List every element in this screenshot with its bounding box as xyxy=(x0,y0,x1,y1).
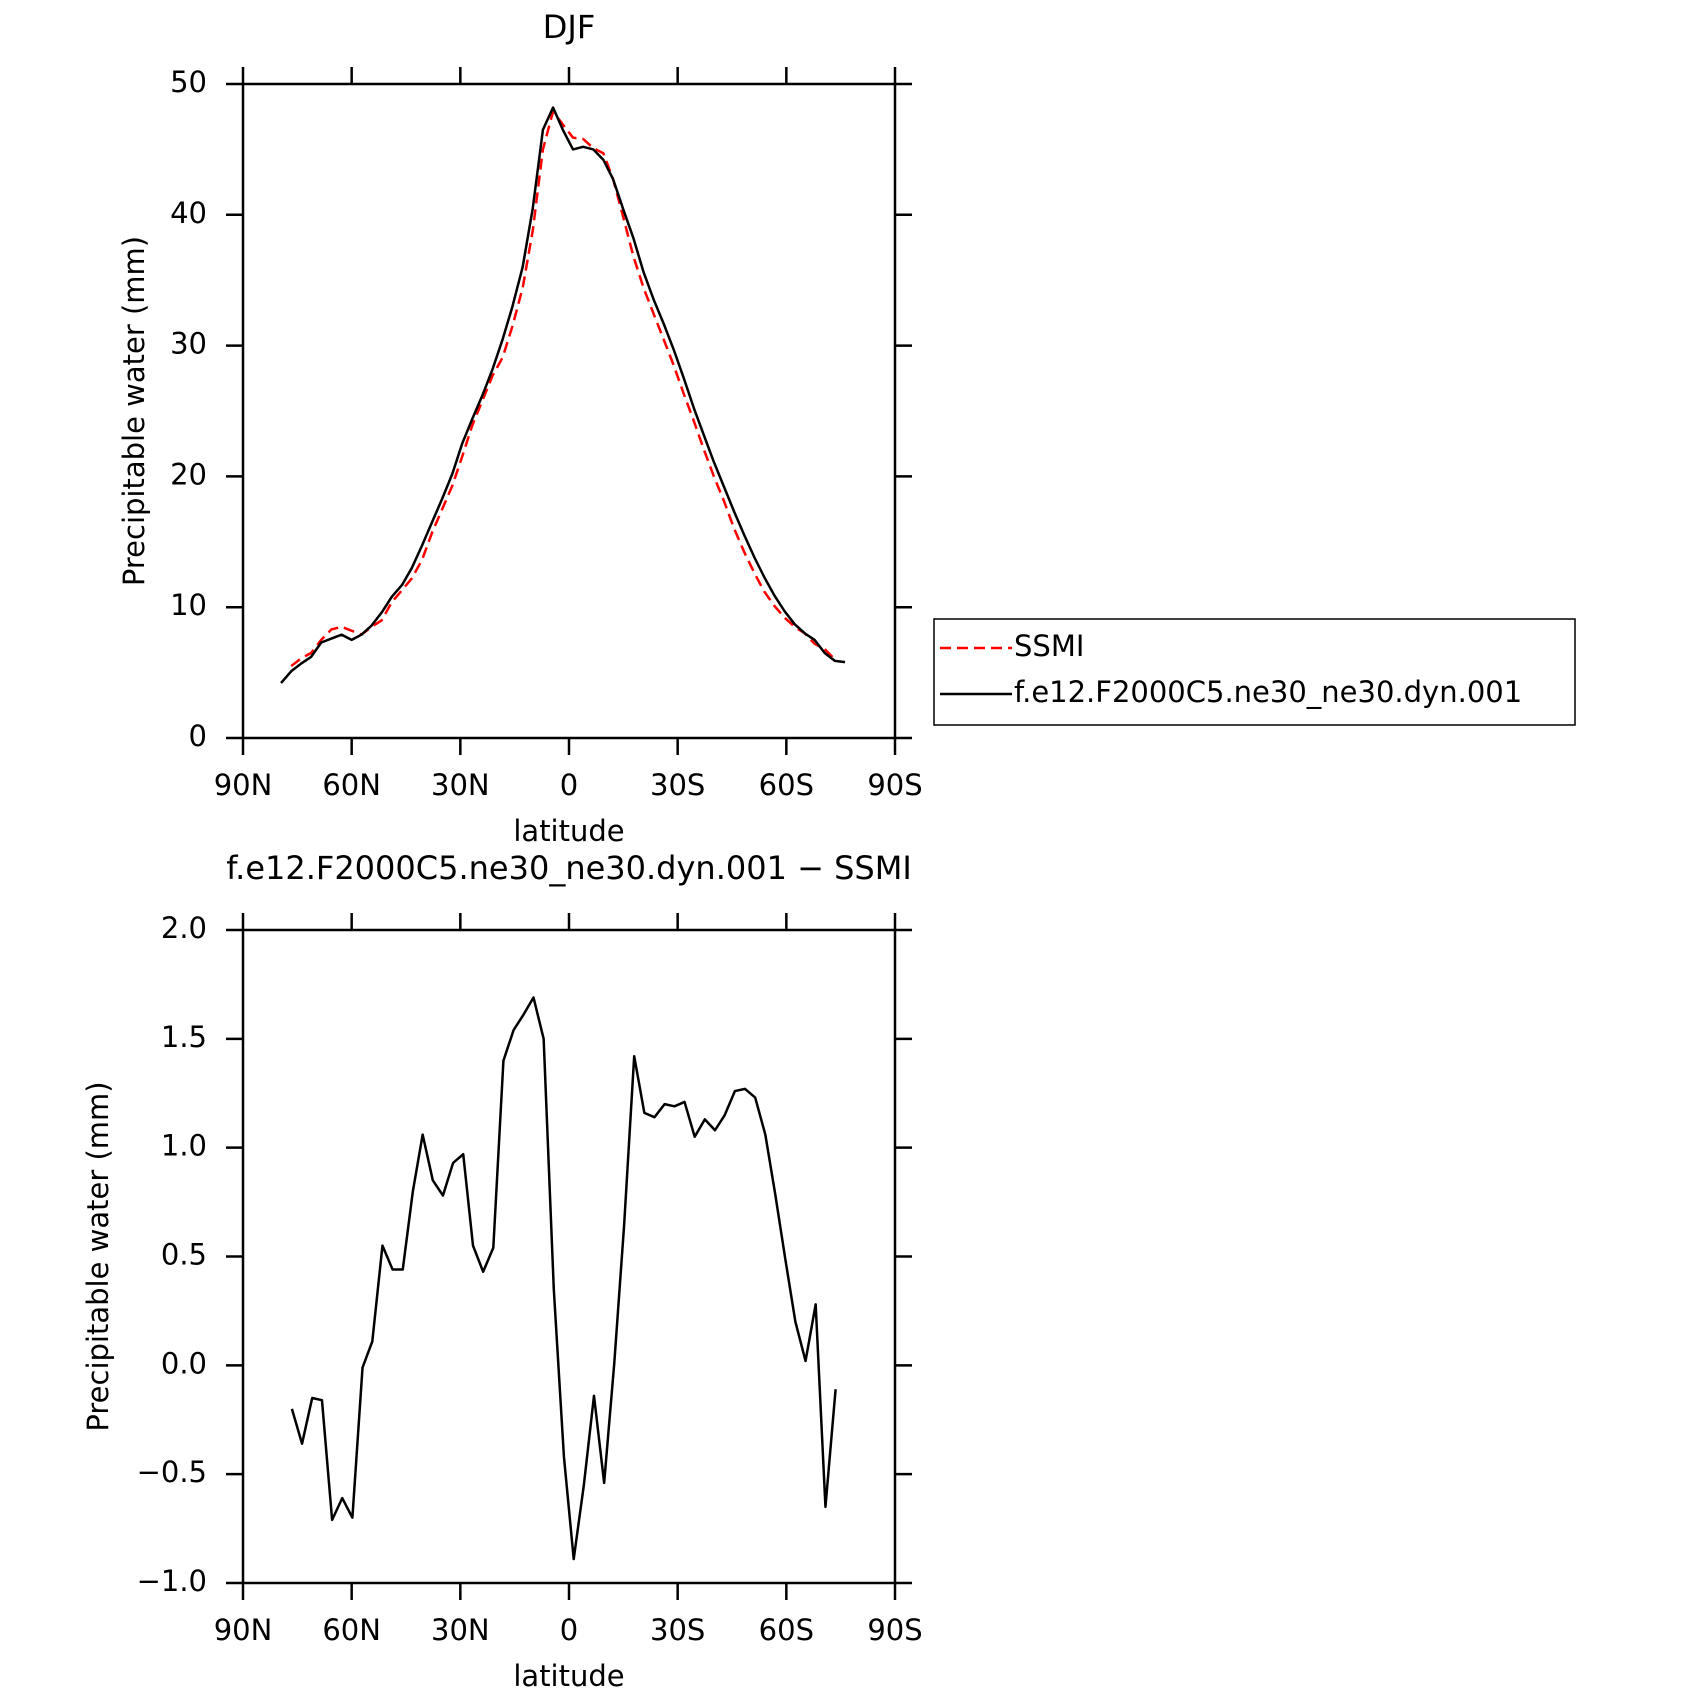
x-tick-label: 90S xyxy=(867,768,922,802)
x-tick-label: 30S xyxy=(650,1613,705,1647)
y-tick-label: 1.0 xyxy=(161,1129,207,1163)
plot: 0 10 20 30 40 50 90N 60N 30N 0 30S 60S 90S DJF latitud… xyxy=(117,8,1576,848)
x-tick-label: 60N xyxy=(322,768,381,802)
y-tick-label: −1.0 xyxy=(137,1564,207,1598)
x-tick-label: 0 xyxy=(560,1613,578,1647)
x-tick-label: 30N xyxy=(431,768,490,802)
y-tick-label: 20 xyxy=(170,457,207,491)
legend-label: f.e12.F2000C5.ne30_ne30.dyn.001 xyxy=(1014,675,1522,709)
y-axis-label: Precipitable water (mm) xyxy=(81,1081,115,1431)
data-line xyxy=(280,106,846,684)
legend-label: SSMI xyxy=(1014,629,1084,663)
chart-title: f.e12.F2000C5.ne30_ne30.dyn.001 − SSMI xyxy=(226,849,912,887)
y-tick-label: 40 xyxy=(170,196,207,230)
y-tick-label: 10 xyxy=(170,588,207,622)
plot-frame xyxy=(241,928,897,1585)
y-tick-label: 0.0 xyxy=(161,1346,207,1380)
data-line xyxy=(290,996,837,1561)
x-tick-label: 0 xyxy=(560,768,578,802)
x-tick-label: 60S xyxy=(759,768,814,802)
x-tick-label: 30S xyxy=(650,768,705,802)
plot-frame xyxy=(241,82,897,740)
x-tick-label: 90N xyxy=(214,768,273,802)
x-axis-label: latitude xyxy=(513,814,624,848)
legend-frame xyxy=(933,618,1576,726)
y-tick-label: 30 xyxy=(170,327,207,361)
x-tick-label: 60S xyxy=(759,1613,814,1647)
plot: −1.0 −0.5 0.0 0.5 1.0 1.5 2.0 90N 60N 30N 0 30S 60S 9… xyxy=(81,849,923,1693)
y-tick-label: −0.5 xyxy=(137,1455,207,1489)
x-tick-label: 90S xyxy=(867,1613,922,1647)
x-tick-label: 60N xyxy=(322,1613,381,1647)
x-tick-label: 90N xyxy=(214,1613,273,1647)
y-tick-label: 2.0 xyxy=(161,911,207,945)
data-line xyxy=(290,110,836,668)
y-axis-label: Precipitable water (mm) xyxy=(117,236,151,586)
y-tick-label: 0.5 xyxy=(161,1238,207,1272)
x-axis-label: latitude xyxy=(513,1659,624,1693)
y-tick-label: 50 xyxy=(170,65,207,99)
y-tick-label: 0 xyxy=(189,719,207,753)
legend: SSMI f.e12.F2000C5.ne30_ne30.dyn.001 xyxy=(933,618,1576,726)
y-tick-label: 1.5 xyxy=(161,1020,207,1054)
chart-title: DJF xyxy=(543,8,595,46)
x-tick-label: 30N xyxy=(431,1613,490,1647)
